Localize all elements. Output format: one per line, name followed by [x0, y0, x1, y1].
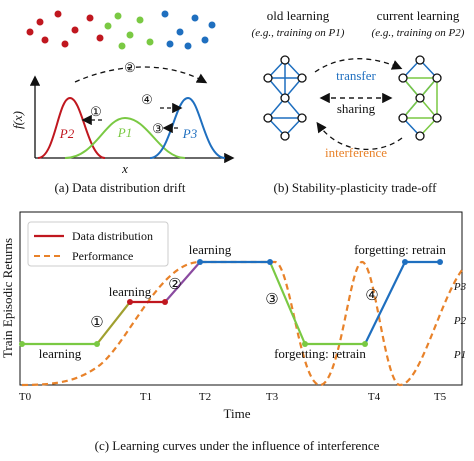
label: transfer: [336, 68, 376, 83]
label: current learning: [377, 8, 460, 23]
x-tick-label: T4: [368, 391, 381, 403]
dist-label: P1: [117, 125, 132, 140]
legend-label: Performance: [72, 249, 133, 263]
marker: ③: [152, 121, 164, 136]
x-tick-label: T1: [140, 391, 152, 403]
dist-label: P2: [59, 126, 75, 141]
marker: ①: [90, 315, 103, 331]
caption: (b) Stability-plasticity trade-off: [274, 180, 438, 195]
label: interference: [325, 145, 387, 160]
dist-label: P3: [182, 126, 198, 141]
marker: ②: [124, 60, 136, 75]
dots: [26, 10, 216, 50]
marker: ②: [168, 277, 181, 293]
marker: ④: [365, 288, 378, 304]
networks: [263, 55, 442, 150]
marker: ④: [141, 92, 153, 107]
y-label: f(x): [10, 111, 25, 129]
label: (e.g., training on P2): [372, 27, 465, 39]
x-tick-label: T0: [19, 391, 32, 403]
x-tick-label: T5: [434, 391, 447, 403]
marker: ③: [265, 292, 278, 308]
y-tick-label: P3: [453, 281, 467, 293]
caption: (c) Learning curves under the influence …: [95, 438, 380, 453]
x-label: x: [121, 161, 128, 176]
marker: ①: [90, 104, 102, 119]
axes-a: [29, 66, 235, 164]
label: (e.g., training on P1): [252, 27, 345, 39]
legend: Data distribution Performance: [27, 221, 169, 267]
y-tick-label: P1: [453, 349, 466, 361]
x-label: Time: [224, 406, 251, 421]
legend-label: Data distribution: [72, 229, 153, 243]
y-tick-label: P2: [453, 315, 467, 327]
annotation: forgetting: retrain: [354, 242, 446, 257]
annotation: learning: [109, 284, 152, 299]
curves: [19, 259, 463, 387]
annotation: learning: [39, 346, 82, 361]
plot-frame: [19, 211, 463, 386]
label: old learning: [267, 8, 330, 23]
label: sharing: [337, 101, 376, 116]
x-tick-label: T3: [266, 391, 279, 403]
y-label: Train Episodic Returns: [0, 238, 15, 358]
caption: (a) Data distribution drift: [54, 180, 185, 195]
annotation: learning: [189, 242, 232, 257]
ticks: T0 T1 T2 T3 T4 T5 P3 P2 P1: [19, 281, 467, 403]
x-tick-label: T2: [199, 391, 211, 403]
annotation: forgetting: retrain: [274, 346, 366, 361]
